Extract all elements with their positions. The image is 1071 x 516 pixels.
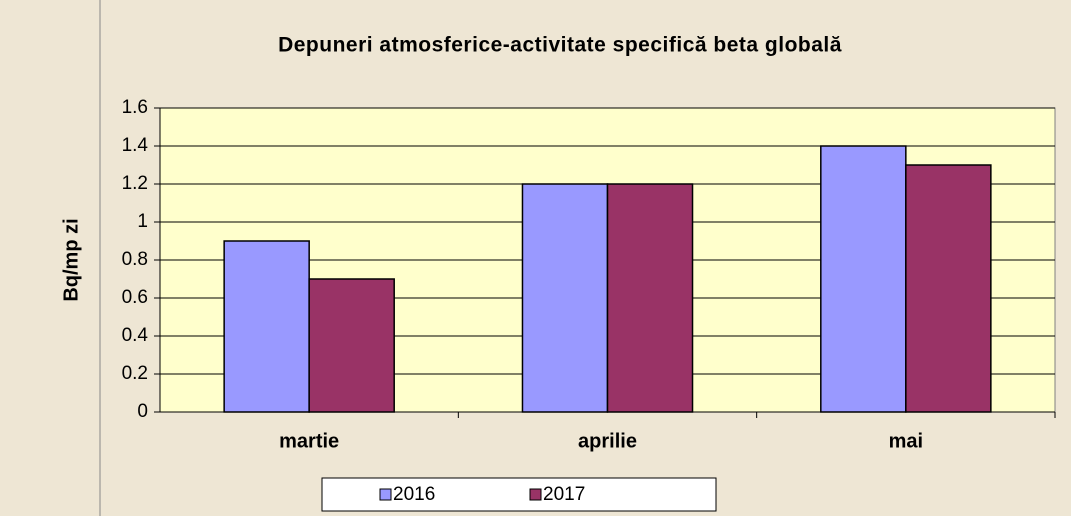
x-tick-label: aprilie [578, 430, 637, 452]
y-axis-label: Bq/mp zi [60, 218, 82, 301]
y-tick-label: 1.6 [122, 97, 148, 118]
x-tick-label: mai [889, 430, 923, 452]
y-tick-label: 0.2 [122, 363, 148, 384]
y-tick-label: 0.4 [122, 325, 149, 346]
legend-swatch [529, 488, 542, 501]
chart-title: Depuneri atmosferice-activitate specific… [278, 34, 842, 57]
bar [905, 164, 992, 413]
x-tick-label: martie [279, 430, 339, 452]
legend-label: 2017 [543, 484, 585, 505]
y-tick-label: 0.8 [122, 249, 148, 270]
bar [820, 145, 907, 413]
y-tick-label: 0 [137, 401, 148, 422]
legend-swatch [379, 488, 392, 501]
bar [223, 240, 310, 413]
bar [308, 278, 395, 413]
y-tick-label: 1 [137, 211, 148, 232]
bar [521, 183, 609, 413]
y-tick-label: 0.6 [122, 287, 148, 308]
y-tick-label: 1.2 [122, 173, 148, 194]
legend-label: 2016 [393, 484, 435, 505]
bar [606, 183, 694, 413]
y-tick-label: 1.4 [122, 135, 149, 156]
